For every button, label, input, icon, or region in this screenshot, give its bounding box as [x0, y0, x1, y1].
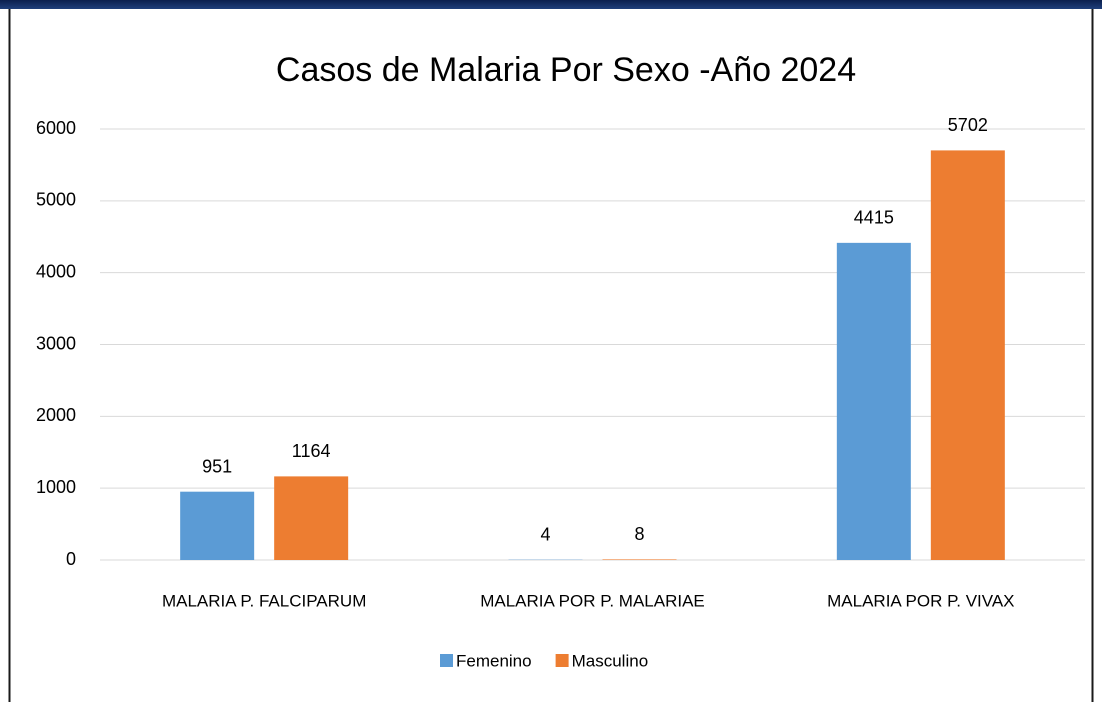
chart-title: Casos de Malaria Por Sexo -Año 2024 [276, 51, 856, 89]
bar [931, 150, 1005, 560]
bar [274, 476, 348, 560]
left-margin [0, 9, 9, 702]
x-tick-label: MALARIA POR P. MALARIAE [480, 591, 705, 610]
data-label: 4 [540, 524, 550, 544]
y-tick-label: 6000 [36, 118, 76, 138]
y-tick-label: 0 [66, 549, 76, 569]
y-tick-label: 5000 [36, 190, 76, 210]
data-label: 4415 [854, 208, 894, 228]
bar [180, 492, 254, 560]
legend-swatch [556, 654, 569, 667]
legend-label: Masculino [572, 651, 649, 670]
y-tick-label: 1000 [36, 477, 76, 497]
bar [837, 243, 911, 560]
data-label: 1164 [292, 441, 331, 461]
x-tick-label: MALARIA POR P. VIVAX [827, 591, 1014, 610]
data-label: 8 [634, 524, 644, 544]
top-band [0, 0, 1102, 9]
data-label: 5702 [948, 115, 988, 135]
legend-swatch [440, 654, 453, 667]
y-tick-label: 2000 [36, 405, 76, 425]
legend-label: Femenino [456, 651, 532, 670]
x-tick-label: MALARIA P. FALCIPARUM [162, 591, 366, 610]
data-label: 951 [202, 456, 232, 476]
y-tick-label: 3000 [36, 333, 76, 353]
bar [603, 559, 677, 560]
y-tick-label: 4000 [36, 261, 76, 281]
